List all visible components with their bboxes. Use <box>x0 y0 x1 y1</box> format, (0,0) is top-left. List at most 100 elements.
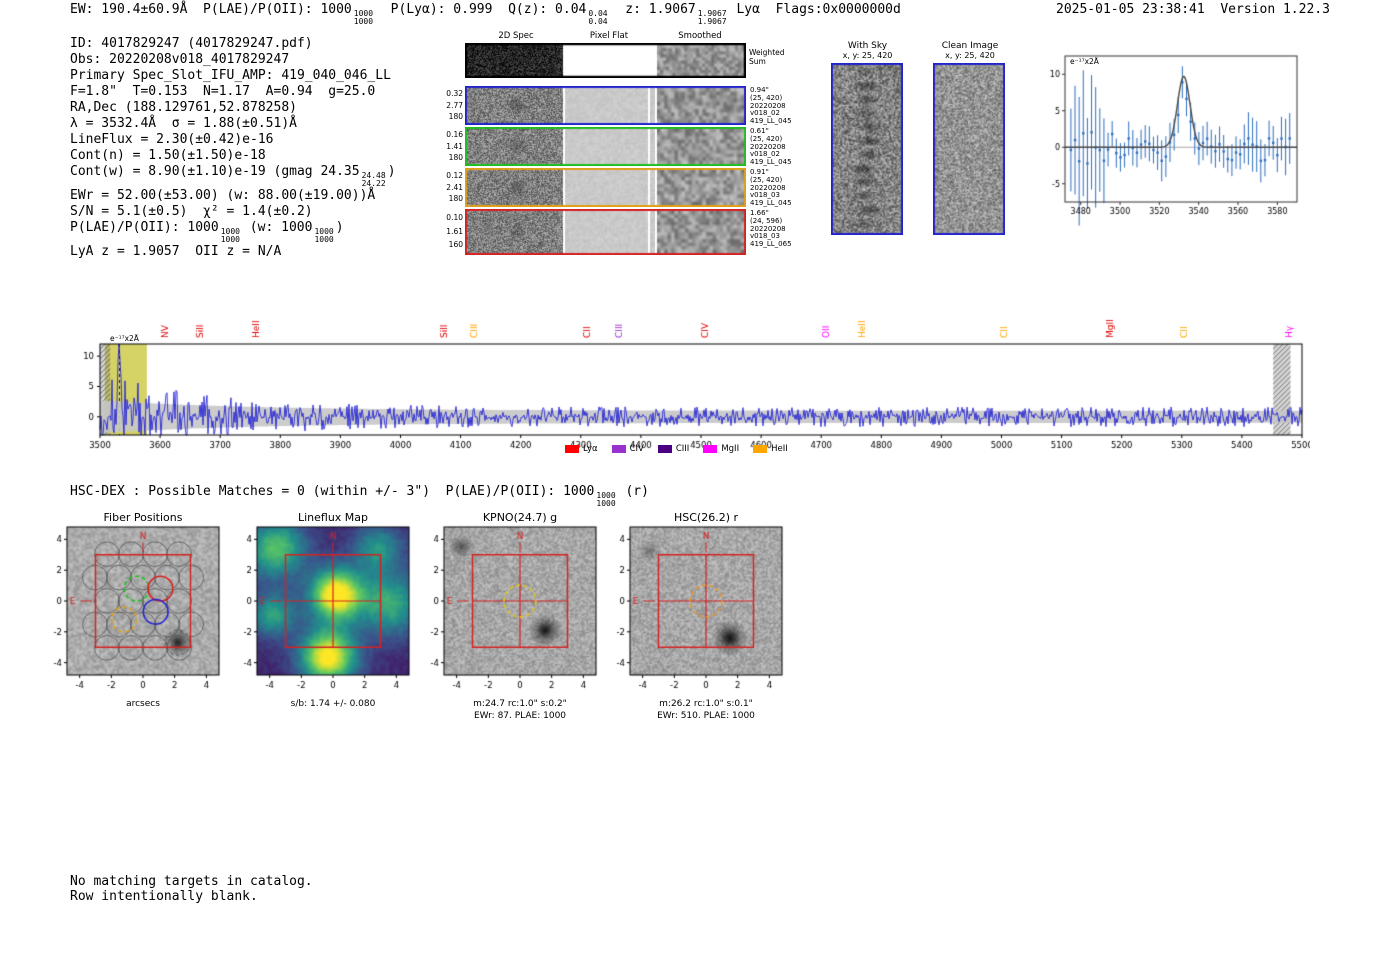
info-line-primary: Primary Spec_Slot_IFU_AMP: 419_040_046_L… <box>70 68 391 83</box>
spec2d-row-annotation-1: 0.61" (25, 420) 20220208 v018_02 419_LL_… <box>750 127 792 167</box>
header-flags: Lyα Flags:0x0000000d <box>728 2 901 17</box>
info-segment: Cont(w) = 8.90(±1.10)e-19 (gmag 24.35 <box>70 164 360 179</box>
cutout-title-hsc-r: HSC(26.2) r <box>673 511 739 524</box>
spec2d-row-image-3 <box>465 209 746 255</box>
frac-top: 1000 <box>353 9 374 18</box>
cutout-caption-sb: s/b: 1.74 +/- 0.080 <box>290 699 376 709</box>
legend-swatch <box>753 445 768 453</box>
frac-top: 0.04 <box>588 9 608 18</box>
gmag-range: 24.48 24.22 <box>362 172 386 188</box>
spec2d-col-title-pixelflat: Pixel Flat <box>589 31 629 41</box>
header-ew-plae: EW: 190.4±60.9Å P(LAE)/P(OII): 1000 <box>70 2 352 17</box>
legend-label: MgII <box>721 444 740 454</box>
z-uncertainty: 1.9067 1.9067 <box>698 10 727 26</box>
info-line-ewr: EWr = 52.00(±53.00) (w: 88.00(±19.00))Å <box>70 188 376 203</box>
frac-bottom: 1.9067 <box>697 17 727 26</box>
info-segment: (w: 1000 <box>241 220 313 235</box>
withsky-image <box>831 63 903 235</box>
line-fit-canvas <box>1035 46 1305 238</box>
plae-uncertainty: 1000 1000 <box>354 10 373 26</box>
hsc-plae-range: 1000 1000 <box>596 492 615 508</box>
spec2d-col-title-2dspec: 2D Spec <box>498 31 534 41</box>
clean-image-title: Clean Image <box>941 41 999 51</box>
cutout-caption-kpno-mag: m:24.7 rc:1.0" s:0.2" <box>473 699 567 709</box>
legend-item: CIII <box>657 444 690 454</box>
frac-top: 1.9067 <box>697 9 727 18</box>
legend-label: Lyα <box>583 444 598 454</box>
info-segment: P(LAE)/P(OII): 1000 <box>70 220 219 235</box>
legend-item: HeII <box>753 444 788 454</box>
spec2d-weighted-image <box>465 43 746 78</box>
withsky-coords: x, y: 25, 420 <box>842 51 893 60</box>
legend-item: MgII <box>703 444 739 454</box>
qz-uncertainty: 0.04 0.04 <box>588 10 607 26</box>
spec2d-row-weights-1: 0.16 1.41 180 <box>446 130 463 162</box>
frac-bottom: 1000 <box>596 499 616 508</box>
frac-top: 1000 <box>314 227 334 236</box>
spec2d-row-image-2 <box>465 168 746 207</box>
info-segment: ) <box>387 164 396 179</box>
cutout-caption-hsc-ewr: EWr: 510. PLAE: 1000 <box>657 711 755 721</box>
plae-range: 1000 1000 <box>221 228 240 244</box>
cutout-canvas-2 <box>418 523 600 697</box>
spec2d-row-weights-0: 0.32 2.77 180 <box>446 89 463 121</box>
withsky-title: With Sky <box>847 41 888 51</box>
header-summary: EW: 190.4±60.9Å P(LAE)/P(OII): 1000 1000 1… <box>70 2 901 26</box>
info-line-obs: Obs: 20220208v018_4017829247 <box>70 52 290 67</box>
spec2d-row-weights-3: 0.10 1.61 160 <box>446 213 463 249</box>
cutout-canvas-3 <box>604 523 786 697</box>
hsc-dex-band: (r) <box>617 484 649 499</box>
full-spectrum-canvas <box>55 292 1310 460</box>
spectrum-legend: Lyα CIV CIII MgII HeII <box>565 444 802 454</box>
cutout-title-lineflux-map: Lineflux Map <box>297 511 369 524</box>
hsc-dex-match-line: HSC-DEX : Possible Matches = 0 (within +… <box>70 484 649 508</box>
cutout-title-fiber-positions: Fiber Positions <box>103 511 183 524</box>
legend-label: CIV <box>629 444 644 454</box>
frac-bottom: 1000 <box>220 235 240 244</box>
cutout-canvas-0 <box>41 523 223 697</box>
spec2d-row-image-1 <box>465 127 746 166</box>
info-line-id: ID: 4017829247 (4017829247.pdf) <box>70 36 313 51</box>
frac-bottom: 1000 <box>353 17 374 26</box>
spec2d-weighted-sum-label: Weighted Sum <box>749 48 785 66</box>
legend-swatch <box>611 445 626 453</box>
spec2d-col-title-smoothed: Smoothed <box>678 31 722 41</box>
frac-top: 1000 <box>596 491 616 500</box>
info-line-radec: RA,Dec (188.129761,52.878258) <box>70 100 297 115</box>
legend-swatch <box>565 445 579 453</box>
spectrum-flux-units-label: e⁻¹⁷x2Å <box>110 334 139 343</box>
info-line-lineflux: LineFlux = 2.30(±0.42)e-16 <box>70 132 274 147</box>
clean-image <box>933 63 1005 235</box>
legend-label: CIII <box>675 444 690 454</box>
cutout-caption-hsc-mag: m:26.2 rc:1.0" s:0.1" <box>659 699 753 709</box>
legend-item: CIV <box>611 444 644 454</box>
info-line-sn: S/N = 5.1(±0.5) χ² = 1.4(±0.2) <box>70 204 313 219</box>
info-segment: ) <box>335 220 344 235</box>
info-block: ID: 4017829247 (4017829247.pdf) Obs: 202… <box>70 36 396 260</box>
cutout-canvas-1 <box>231 523 413 697</box>
plae-w-range: 1000 1000 <box>314 228 333 244</box>
spec2d-row-annotation-0: 0.94" (25, 420) 20220208 v018_02 419_LL_… <box>750 86 792 126</box>
header-z: z: 1.9067 <box>609 2 696 17</box>
spec2d-row-weights-2: 0.12 2.41 180 <box>446 171 463 203</box>
frac-top: 24.48 <box>361 171 386 180</box>
info-line-redshifts: LyA z = 1.9057 OII z = N/A <box>70 244 282 259</box>
clean-image-coords: x, y: 25, 420 <box>945 51 995 60</box>
info-line-seeing: F=1.8" T=0.153 N=1.17 A=0.94 g=25.0 <box>70 84 376 99</box>
frac-bottom: 0.04 <box>588 17 608 26</box>
footer-blank-row-line: Row intentionally blank. <box>70 889 258 904</box>
legend-item: Lyα <box>565 444 598 454</box>
info-line-contn: Cont(n) = 1.50(±1.50)e-18 <box>70 148 266 163</box>
header-plya-qz: P(Lyα): 0.999 Q(z): 0.04 <box>375 2 587 17</box>
info-line-lambda: λ = 3532.4Å σ = 1.88(±0.51)Å <box>70 116 297 131</box>
spec2d-row-annotation-3: 1.66" (24, 596) 20220208 v018_03 419_LL_… <box>750 209 792 249</box>
legend-swatch <box>657 445 672 453</box>
info-line-plae: P(LAE)/P(OII): 1000 1000 1000 (w: 1000 1000… <box>70 220 396 244</box>
info-line-contw: Cont(w) = 8.90(±1.10)e-19 (gmag 24.35 24.… <box>70 164 396 188</box>
cutout-xlabel-arcsecs: arcsecs <box>126 699 160 709</box>
frac-bottom: 1000 <box>314 235 334 244</box>
spec2d-row-image-0 <box>465 86 746 125</box>
header-timestamp: 2025-01-05 23:38:41 Version 1.22.3 <box>1056 2 1330 17</box>
inset-flux-units-label: e⁻¹⁷x2Å <box>1070 57 1099 66</box>
